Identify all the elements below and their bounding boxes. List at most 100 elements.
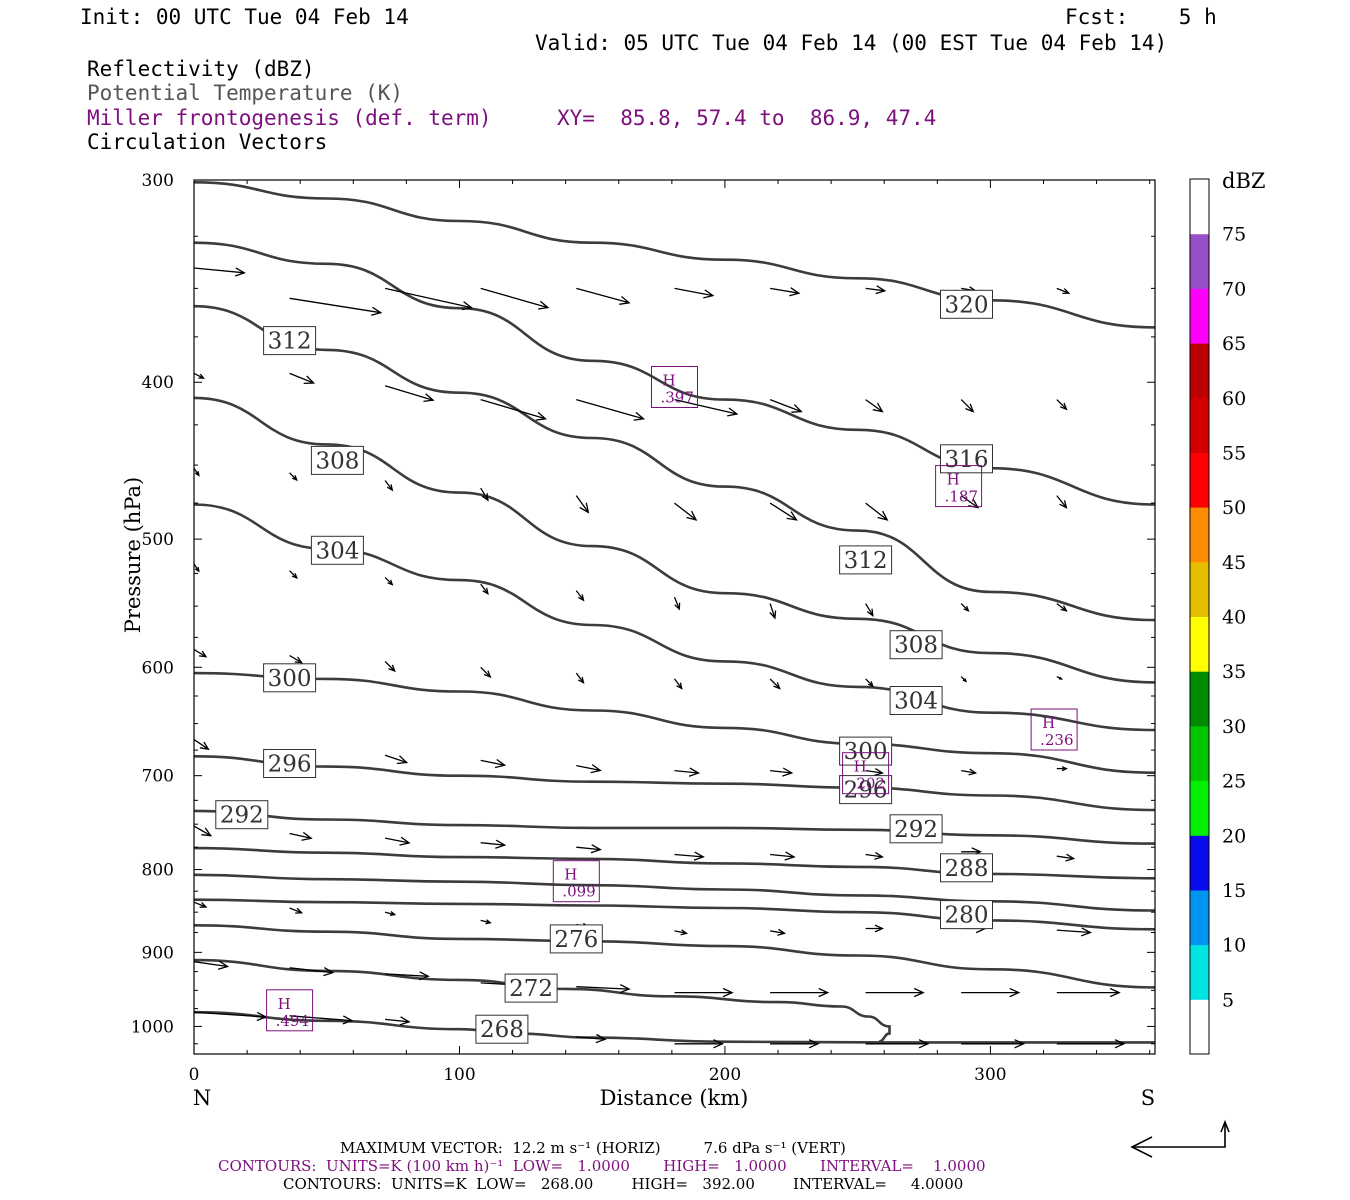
vector-head [386, 484, 394, 492]
theta-contour-280 [194, 898, 1155, 931]
circulation-vector [770, 987, 830, 998]
colorbar-tick-label: 40 [1222, 607, 1246, 629]
vector-head [713, 1039, 725, 1049]
circulation-vector [1056, 676, 1064, 680]
vector-head [769, 610, 777, 620]
colorbar-bin [1190, 944, 1209, 1000]
theta-label-308: 308 [310, 445, 364, 475]
theta-label-box [940, 289, 993, 319]
vector-head [194, 566, 200, 573]
x-axis-label: Distance (km) [600, 1086, 749, 1110]
circulation-vector [194, 739, 210, 751]
frontogenesis-value: .202 [852, 775, 885, 793]
vector-shaft [194, 648, 207, 658]
vector-head [676, 682, 683, 690]
circulation-vector [1056, 603, 1068, 612]
circulation-vector [289, 831, 313, 841]
vector-head [423, 393, 435, 403]
colorbar-unit: dBZ [1222, 169, 1265, 193]
vector-shaft [770, 769, 792, 774]
theta-label-text: 292 [220, 803, 264, 829]
vector-head [1065, 853, 1076, 862]
colorbar-bin [1190, 561, 1209, 617]
circulation-vector [1056, 495, 1068, 509]
vector-head [619, 295, 631, 305]
vector-head [396, 755, 409, 765]
vector-shaft [674, 287, 714, 297]
circulation-vector [769, 398, 803, 413]
vector-head [590, 764, 602, 774]
forecast-hour: Fcst: 5 h [1065, 5, 1217, 29]
vector-head [962, 678, 968, 683]
vector-shaft [576, 398, 644, 420]
theta-label-text: 308 [315, 448, 359, 474]
frontogenesis-max: H.187 [935, 465, 983, 508]
vector-head [1080, 927, 1092, 937]
theta-label-268: 268 [475, 1014, 529, 1044]
circulation-vector [289, 1015, 354, 1025]
theta-label-box [940, 900, 993, 930]
frontogenesis-max: H.494 [266, 989, 314, 1032]
theta-label-text: 276 [554, 927, 598, 953]
colorbar-tick-label: 75 [1222, 224, 1246, 246]
theta-label-text: 308 [894, 633, 938, 659]
circulation-vector [289, 570, 298, 579]
circulation-vector [1056, 287, 1071, 295]
circulation-vector [674, 1039, 725, 1049]
vector-head [194, 471, 200, 477]
vector-head [323, 967, 335, 977]
theta-label-text: 292 [894, 817, 938, 843]
legend-frontogenesis: Miller frontogenesis (def. term) [87, 106, 492, 130]
colorbar-bin [1190, 507, 1209, 563]
circulation-vector [480, 398, 548, 421]
vector-shaft [384, 287, 472, 309]
circulation-vector [961, 1039, 1026, 1049]
vector-head [619, 984, 631, 994]
circulation-vector [480, 287, 550, 310]
vector-head [866, 608, 874, 617]
circulation-vector [865, 1039, 930, 1049]
vector-head [199, 650, 208, 658]
theta-label-text: 272 [509, 976, 553, 1002]
theta-contour-308 [194, 396, 1155, 684]
colorbar-bin [1190, 889, 1209, 946]
vector-shaft [384, 385, 434, 401]
vector-shaft [384, 576, 393, 586]
theta-label-text: 300 [268, 666, 312, 692]
circulation-vector [384, 576, 394, 586]
vector-head [963, 605, 970, 612]
x-tick-label: 100 [443, 1065, 475, 1085]
circulation-vector [769, 928, 787, 936]
theta-contour-300 [194, 671, 1155, 774]
vector-shaft [769, 502, 797, 521]
vector-head [301, 831, 313, 841]
vector-head [693, 851, 705, 861]
frontogenesis-box [266, 989, 314, 1032]
frontogenesis-value: .099 [562, 883, 595, 901]
x-tick-label: 200 [709, 1065, 741, 1085]
circulation-vector [865, 285, 887, 295]
colorbar-tick-label: 20 [1222, 825, 1246, 847]
vector-shaft [770, 853, 795, 858]
vector-shaft [674, 398, 738, 415]
vector-head [295, 907, 304, 914]
theta-contour-info: CONTOURS: UNITS=K LOW= 268.00 HIGH= 392.… [283, 1175, 964, 1193]
vector-head [291, 572, 298, 579]
theta-label-text: 280 [945, 903, 989, 929]
vector-head [1061, 766, 1068, 772]
circulation-vector [865, 603, 874, 617]
circulation-vector [194, 825, 213, 837]
frontogenesis-h: H [663, 372, 676, 390]
theta-label-292: 292 [215, 800, 269, 830]
vector-shaft [575, 495, 589, 513]
vector-shaft [480, 919, 491, 924]
vector-head [867, 681, 874, 688]
circulation-vector [960, 676, 968, 683]
vector-shaft [289, 472, 298, 481]
frontogenesis-max: H.202 [842, 752, 890, 795]
circulation-vector [770, 1039, 820, 1049]
vector-head [482, 587, 489, 595]
vector-shaft [769, 398, 802, 413]
circulation-vector [194, 901, 208, 908]
vector-head [234, 267, 246, 277]
